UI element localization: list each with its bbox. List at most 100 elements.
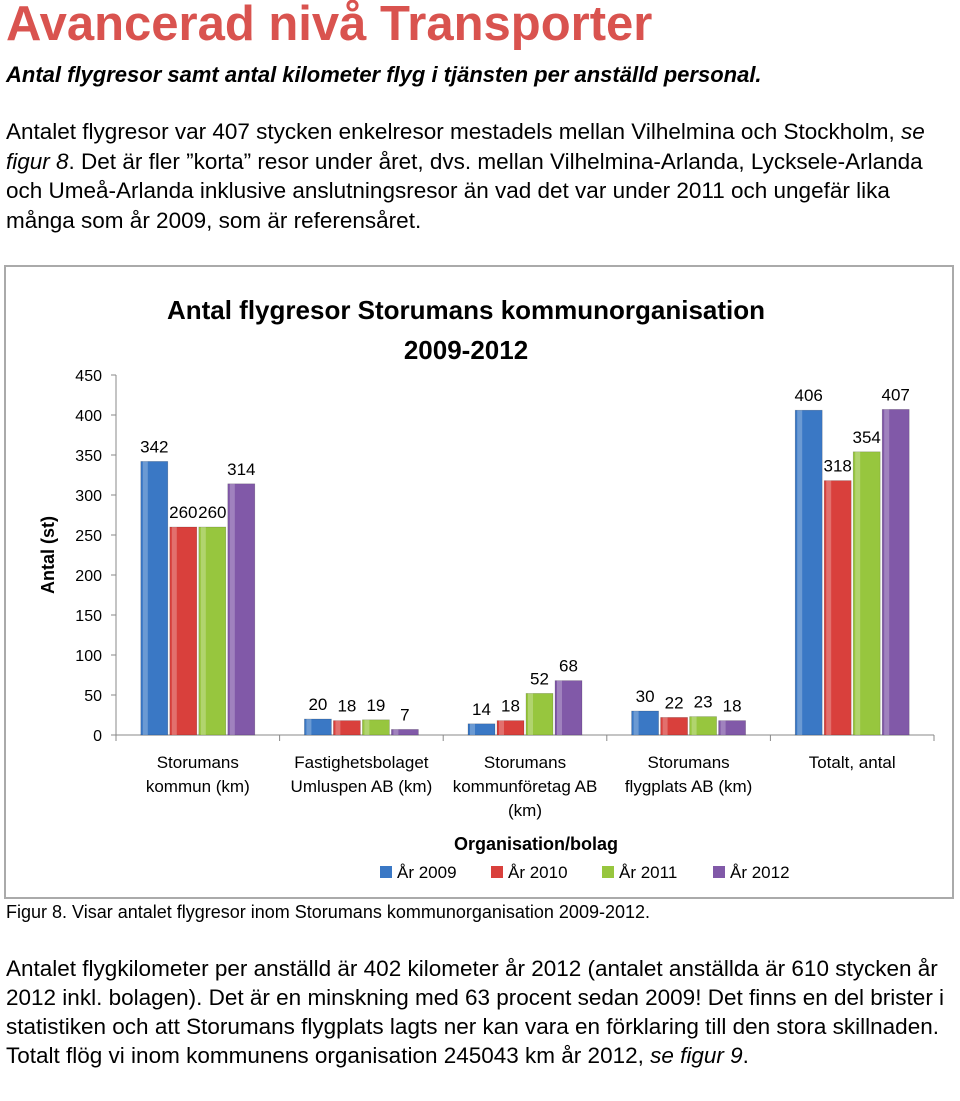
data-label-cat2-s0: 14 <box>472 700 491 719</box>
category-label-2-1: kommunföretag AB <box>453 777 598 796</box>
bar-highlight-cat1-s3 <box>393 729 399 735</box>
page-title: Avancerad nivå Transporter <box>6 0 653 51</box>
chart-title-line-0: Antal flygresor Storumans kommunorganisa… <box>167 295 765 325</box>
y-tick-label-150: 150 <box>75 608 102 625</box>
data-label-cat2-s2: 52 <box>530 669 549 688</box>
data-label-cat0-s0: 342 <box>140 437 168 456</box>
bar-highlight-cat3-s1 <box>662 717 668 735</box>
km-text-1: Antalet flygkilometer per anställd är 40… <box>6 956 945 1068</box>
bar-cat2-s2 <box>525 693 554 736</box>
data-label-cat1-s1: 18 <box>337 697 356 716</box>
flight-km-paragraph: Antalet flygkilometer per anställd är 40… <box>6 954 951 1070</box>
bar-cat2-s0 <box>467 723 496 736</box>
y-tick-label-100: 100 <box>75 648 102 665</box>
category-label-3-1: flygplats AB (km) <box>625 777 753 796</box>
data-label-cat2-s3: 68 <box>559 657 578 676</box>
bar-highlight-cat2-s2 <box>528 693 533 735</box>
data-label-cat1-s3: 7 <box>400 705 409 724</box>
legend-swatch-0 <box>380 866 392 878</box>
page-subtitle: Antal flygresor samt antal kilometer fly… <box>6 62 762 87</box>
figure-8-reference: se figur 8 <box>6 119 925 174</box>
data-label-cat4-s1: 318 <box>824 457 852 476</box>
bar-cat3-s0 <box>631 710 659 736</box>
bar-cat1-s0 <box>304 718 332 736</box>
bar-highlight-cat4-s2 <box>855 451 861 735</box>
bar-cat3-s1 <box>660 717 688 736</box>
legend-label-3: År 2012 <box>730 863 790 882</box>
y-tick-label-250: 250 <box>75 528 102 545</box>
y-tick-label-50: 50 <box>84 688 102 705</box>
bar-cat4-s3 <box>881 409 910 736</box>
y-tick-label-450: 450 <box>75 368 102 385</box>
category-label-3-0: Storumans <box>647 753 729 772</box>
y-tick-label-400: 400 <box>75 408 102 425</box>
bar-cat4-s2 <box>852 451 881 736</box>
data-label-cat0-s2: 260 <box>198 503 226 522</box>
bar-highlight-cat2-s3 <box>557 680 562 735</box>
category-label-2-2: (km) <box>508 801 542 820</box>
figure-9-reference: se figur 9 <box>650 1043 743 1068</box>
bar-cat3-s3 <box>718 720 746 736</box>
category-label-0-1: kommun (km) <box>146 777 250 796</box>
y-axis-label: Antal (st) <box>38 516 58 594</box>
legend-swatch-3 <box>713 866 725 878</box>
data-label-cat2-s1: 18 <box>501 697 520 716</box>
intro-text-1: Antalet flygresor var 407 stycken enkelr… <box>6 119 902 144</box>
bar-cat2-s1 <box>496 720 525 736</box>
bar-cat0-s3 <box>227 483 256 736</box>
data-label-cat3-s2: 23 <box>694 693 713 712</box>
legend-label-0: År 2009 <box>397 863 457 882</box>
y-tick-label-300: 300 <box>75 488 102 505</box>
data-label-cat3-s0: 30 <box>636 687 655 706</box>
bar-highlight-cat1-s2 <box>364 719 370 735</box>
bar-cat2-s3 <box>554 680 583 736</box>
legend-label-2: År 2011 <box>619 863 677 882</box>
data-label-cat0-s1: 260 <box>169 503 197 522</box>
data-label-cat0-s3: 314 <box>227 460 255 479</box>
bar-highlight-cat2-s1 <box>499 720 504 735</box>
bar-highlight-cat4-s1 <box>826 480 832 735</box>
category-label-1-0: Fastighetsbolaget <box>294 753 428 772</box>
bar-cat1-s1 <box>333 720 361 736</box>
bar-highlight-cat3-s2 <box>691 716 697 735</box>
data-label-cat1-s0: 20 <box>308 695 327 714</box>
bar-highlight-cat4-s0 <box>797 410 803 735</box>
bar-highlight-cat1-s1 <box>335 720 341 735</box>
category-label-0-0: Storumans <box>157 753 239 772</box>
data-label-cat4-s0: 406 <box>795 386 823 405</box>
bar-highlight-cat0-s2 <box>200 527 206 735</box>
bar-highlight-cat0-s0 <box>142 461 148 735</box>
x-axis-label: Organisation/bolag <box>454 834 618 854</box>
data-label-cat1-s2: 19 <box>366 696 385 715</box>
bar-highlight-cat0-s3 <box>229 483 235 735</box>
figure-caption: Figur 8. Visar antalet flygresor inom St… <box>6 902 651 922</box>
data-label-cat4-s3: 407 <box>882 385 910 404</box>
category-label-4-0: Totalt, antal <box>809 753 896 772</box>
km-text-2: . <box>742 1043 749 1068</box>
data-label-cat3-s1: 22 <box>665 693 684 712</box>
bar-highlight-cat4-s3 <box>884 409 890 735</box>
bar-cat0-s0 <box>140 461 169 736</box>
chart-title-line-1: 2009-2012 <box>404 335 528 365</box>
bar-highlight-cat2-s0 <box>470 723 475 735</box>
intro-text-2: . Det är fler ”korta” resor under året, … <box>6 148 923 233</box>
category-label-1-1: Umluspen AB (km) <box>291 777 433 796</box>
legend-swatch-2 <box>602 866 614 878</box>
flight-trips-chart: Antal flygresor Storumans kommunorganisa… <box>4 265 954 899</box>
bar-highlight-cat1-s0 <box>306 719 312 735</box>
legend-label-1: År 2010 <box>508 863 568 882</box>
y-tick-label-200: 200 <box>75 568 102 585</box>
y-tick-label-350: 350 <box>75 448 102 465</box>
bar-cat4-s1 <box>823 480 852 736</box>
bar-cat1-s3 <box>391 729 419 736</box>
intro-paragraph: Antalet flygresor var 407 stycken enkelr… <box>6 117 951 235</box>
category-label-2-0: Storumans <box>484 753 566 772</box>
bar-cat3-s2 <box>689 716 717 736</box>
legend-swatch-1 <box>491 866 503 878</box>
data-label-cat3-s3: 18 <box>723 697 742 716</box>
bar-cat0-s2 <box>198 526 227 736</box>
bar-cat0-s1 <box>169 526 198 736</box>
bar-cat1-s2 <box>362 719 390 736</box>
bar-highlight-cat0-s1 <box>171 527 177 735</box>
bar-highlight-cat3-s3 <box>720 720 726 735</box>
